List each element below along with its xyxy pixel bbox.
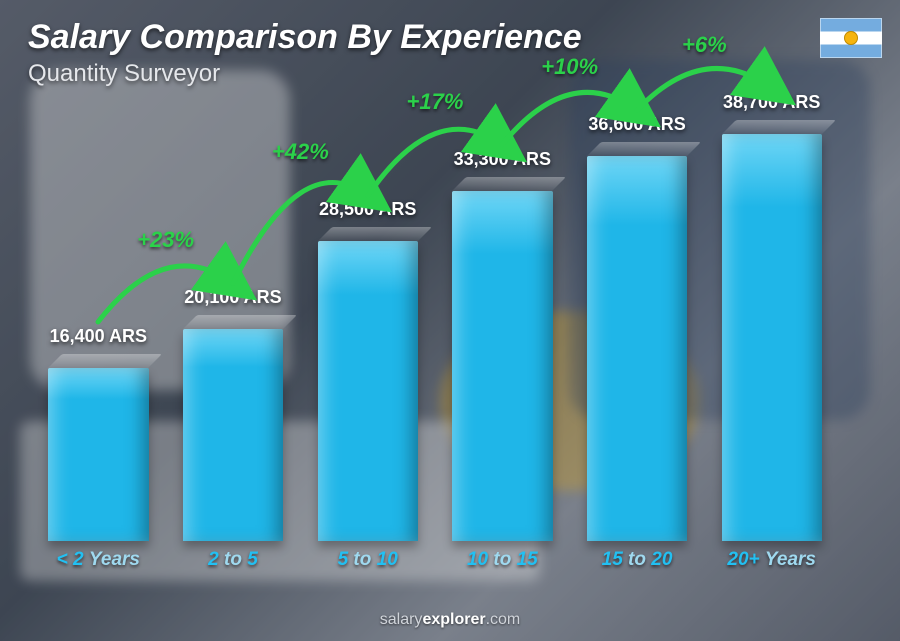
bar-slot: 20,100 ARS2 to 5 — [175, 120, 292, 541]
bar-slot: 36,600 ARS15 to 20 — [579, 120, 696, 541]
footer-text-2: .com — [486, 611, 521, 628]
bar-value-label: 28,500 ARS — [319, 199, 416, 220]
bar-value-label: 36,600 ARS — [588, 114, 685, 135]
bar: 38,700 ARS — [722, 134, 822, 541]
bar-chart: 16,400 ARS< 2 Years20,100 ARS2 to 528,50… — [40, 120, 830, 571]
chart-title: Salary Comparison By Experience — [28, 18, 582, 57]
footer-text-1: salary — [380, 611, 423, 628]
bar-slot: 38,700 ARS20+ Years — [713, 120, 830, 541]
bar: 20,100 ARS — [183, 329, 283, 541]
footer-attribution: salaryexplorer.com — [0, 611, 900, 629]
bar-category-label: 20+ Years — [727, 549, 816, 571]
bar-slot: 33,300 ARS10 to 15 — [444, 120, 561, 541]
bar: 33,300 ARS — [452, 191, 552, 541]
bar: 16,400 ARS — [48, 368, 148, 541]
bar-value-label: 16,400 ARS — [50, 326, 147, 347]
bar-value-label: 33,300 ARS — [454, 149, 551, 170]
bar-category-label: < 2 Years — [57, 549, 140, 571]
bar-category-label: 10 to 15 — [467, 549, 538, 571]
chart-subtitle: Quantity Surveyor — [28, 60, 220, 88]
bar-category-label: 15 to 20 — [602, 549, 673, 571]
bar-slot: 16,400 ARS< 2 Years — [40, 120, 157, 541]
infographic-canvas: Salary Comparison By Experience Quantity… — [0, 0, 900, 641]
bar-slot: 28,500 ARS5 to 10 — [309, 120, 426, 541]
bar: 36,600 ARS — [587, 156, 687, 541]
bar-category-label: 2 to 5 — [208, 549, 258, 571]
flag-sun-icon — [845, 32, 857, 44]
bar-value-label: 38,700 ARS — [723, 92, 820, 113]
bar-category-label: 5 to 10 — [338, 549, 398, 571]
bar-value-label: 20,100 ARS — [184, 287, 281, 308]
footer-text-bold: explorer — [422, 611, 485, 628]
bars-container: 16,400 ARS< 2 Years20,100 ARS2 to 528,50… — [40, 120, 830, 541]
bar: 28,500 ARS — [318, 241, 418, 541]
flag-argentina — [820, 18, 882, 58]
